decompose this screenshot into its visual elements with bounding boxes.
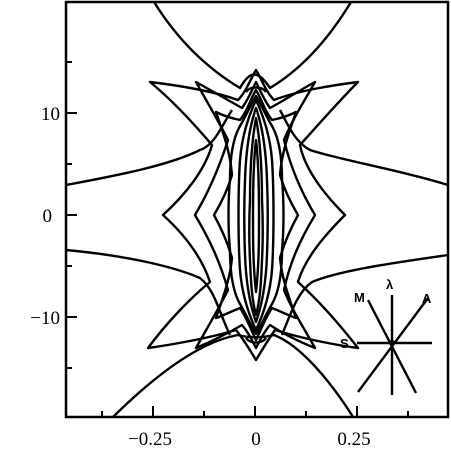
contour-level [146, 68, 360, 362]
contour-level [111, 333, 355, 417]
contour-level [66, 248, 232, 336]
contour-level [227, 94, 285, 336]
y-tick-label: −10 [30, 308, 60, 329]
compass-label-s: S [340, 336, 349, 351]
x-tick-label: −0.25 [128, 429, 172, 450]
contour-level [251, 138, 261, 294]
y-tick-label: 0 [43, 206, 53, 227]
compass-label-a: A [422, 291, 432, 306]
contour-level [66, 109, 233, 187]
y-tick-label: 10 [41, 104, 60, 125]
contour-group [66, 2, 448, 417]
x-tick-label: 0 [251, 429, 261, 450]
compass-rose [357, 295, 432, 395]
x-axis [101, 406, 409, 417]
compass-center [389, 340, 395, 346]
contour-level [245, 86, 267, 344]
contour-level [212, 88, 300, 342]
contour-level [237, 98, 275, 332]
contour-level [243, 106, 269, 324]
compass-label-m: M [354, 290, 365, 305]
compass-label-lambda: λ [386, 277, 394, 292]
contour-level [248, 116, 264, 317]
x-tick-label: 0.25 [337, 429, 370, 450]
contour-level [278, 109, 448, 187]
y-axis [66, 61, 77, 369]
plot-frame [64, 0, 450, 419]
